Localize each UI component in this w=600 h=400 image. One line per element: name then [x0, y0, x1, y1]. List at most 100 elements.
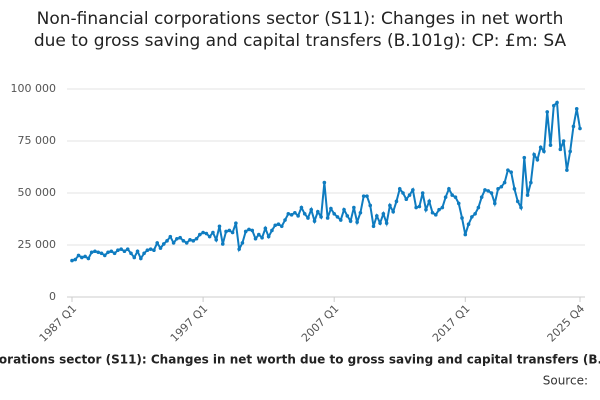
point [135, 249, 140, 254]
point [335, 215, 340, 219]
point [198, 232, 202, 237]
point [551, 103, 556, 108]
point [106, 250, 110, 255]
point [506, 168, 510, 172]
point [247, 227, 251, 232]
point [565, 168, 569, 172]
point [112, 251, 117, 256]
point [240, 241, 245, 245]
point [401, 191, 405, 195]
point [345, 214, 350, 218]
point [371, 224, 376, 229]
point [375, 214, 379, 218]
point [525, 193, 530, 197]
point [234, 221, 238, 225]
point [132, 255, 137, 260]
point [260, 235, 264, 240]
point [325, 216, 330, 220]
point [456, 201, 461, 206]
point [220, 242, 225, 246]
point [453, 195, 458, 199]
point [119, 247, 123, 251]
point [171, 241, 176, 245]
point [433, 213, 438, 217]
point [361, 194, 366, 198]
point [378, 221, 382, 225]
point [561, 139, 566, 143]
point [532, 152, 536, 157]
point [214, 238, 219, 242]
point [181, 239, 186, 243]
point [509, 170, 513, 174]
point [388, 203, 392, 208]
point [139, 256, 143, 261]
point [253, 236, 258, 241]
point [414, 205, 418, 210]
point [283, 218, 287, 222]
point [368, 203, 373, 208]
point [460, 216, 464, 220]
point [306, 216, 310, 220]
point [538, 145, 543, 150]
point [122, 249, 127, 254]
point [296, 214, 300, 218]
point [125, 247, 130, 251]
point [329, 206, 333, 211]
point [578, 126, 582, 131]
point [289, 213, 294, 217]
point [299, 205, 304, 210]
point [358, 210, 363, 215]
point [237, 247, 241, 251]
point [473, 212, 477, 216]
point [571, 124, 576, 129]
point [437, 207, 441, 212]
source: Source: [543, 374, 588, 388]
point [155, 241, 160, 245]
point [266, 234, 271, 239]
point [70, 258, 74, 263]
point [489, 191, 494, 195]
point [168, 234, 173, 239]
point [338, 218, 343, 222]
point [319, 215, 323, 219]
point [270, 228, 274, 233]
point [302, 212, 307, 216]
point [165, 239, 169, 243]
point [391, 209, 395, 214]
point [145, 248, 150, 252]
point [348, 219, 353, 223]
point [407, 193, 412, 197]
point [178, 235, 182, 240]
point [293, 210, 297, 215]
point [545, 110, 550, 114]
point [217, 224, 222, 229]
point [411, 188, 415, 192]
point [332, 212, 336, 216]
y-tick-label: 50 000 [18, 186, 57, 199]
point [316, 209, 320, 214]
point [542, 149, 546, 154]
x-tick-label: 2017 Q1 [430, 302, 473, 345]
point [365, 194, 369, 198]
point [450, 193, 454, 197]
point [250, 228, 255, 233]
point [381, 212, 386, 216]
point [502, 180, 507, 185]
point [568, 149, 572, 154]
point [191, 239, 196, 243]
point [496, 187, 500, 191]
point [430, 210, 435, 215]
point [142, 251, 146, 256]
point [447, 187, 451, 191]
point [99, 251, 104, 256]
point [83, 254, 87, 259]
point [312, 219, 317, 223]
point [352, 205, 356, 210]
x-tick-label: 1987 Q1 [37, 302, 80, 345]
point [404, 197, 409, 202]
point [129, 251, 133, 256]
point [224, 229, 228, 234]
point [558, 147, 563, 152]
